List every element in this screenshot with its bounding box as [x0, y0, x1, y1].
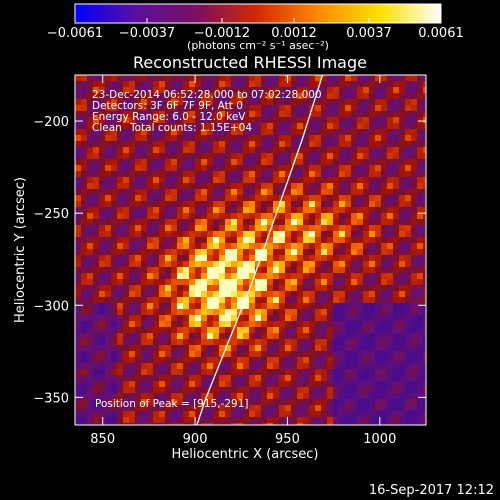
colorbar-tick-label: 0.0061 — [418, 26, 464, 41]
plot-frame — [74, 74, 427, 426]
x-tick-label: 950 — [275, 432, 300, 447]
y-tick-label: −300 — [33, 299, 69, 314]
colorbar-tick-label: −0.0061 — [47, 26, 103, 41]
colorbar-tick-label: −0.0037 — [119, 26, 175, 41]
x-tick-label: 900 — [183, 432, 208, 447]
y-tick-label: −350 — [33, 391, 69, 406]
algorithm-text: Clean — [92, 122, 122, 134]
energy-range-text: Energy Range: 6.0 - 12.0 keV — [92, 111, 246, 123]
y-tick-label: −200 — [33, 115, 69, 130]
solar-limb-line — [196, 75, 324, 425]
x-tick-label: 1000 — [363, 432, 396, 447]
time-range-text: 23-Dec-2014 06:52:28.000 to 07:02:28.000 — [92, 89, 322, 101]
peak-position-text: Position of Peak = [915,-291] — [95, 398, 249, 410]
y-axis-label: Heliocentric Y (arcsec) — [13, 177, 28, 323]
x-axis-label: Heliocentric X (arcsec) — [172, 447, 319, 462]
axes: 850 900 950 1000 −200 −250 −300 −350 — [33, 75, 426, 447]
y-tick-label: −250 — [33, 207, 69, 222]
info-block: 23-Dec-2014 06:52:28.000 to 07:02:28.000… — [92, 89, 322, 134]
colorbar-tick-label: 0.0012 — [271, 26, 317, 41]
colorbar-ticks: −0.0061 −0.0037 −0.0012 0.0012 0.0037 0.0061 — [47, 18, 464, 41]
chart-title: Reconstructed RHESSI Image — [133, 53, 367, 72]
x-tick-label: 850 — [90, 432, 115, 447]
colorbar-tick-label: −0.0012 — [194, 26, 250, 41]
timestamp: 16-Sep-2017 12:12 — [369, 483, 494, 498]
heatmap-image — [75, 75, 426, 425]
detectors-text: Detectors: 3F 6F 7F 9F, Att 0 — [92, 100, 243, 112]
colorbar — [74, 3, 442, 24]
colorbar-units-label: (photons cm⁻² s⁻¹ asec⁻²) — [187, 39, 329, 52]
colorbar-tick-label: 0.0037 — [346, 26, 392, 41]
total-counts-text: Total counts: 1.15E+04 — [129, 122, 252, 134]
